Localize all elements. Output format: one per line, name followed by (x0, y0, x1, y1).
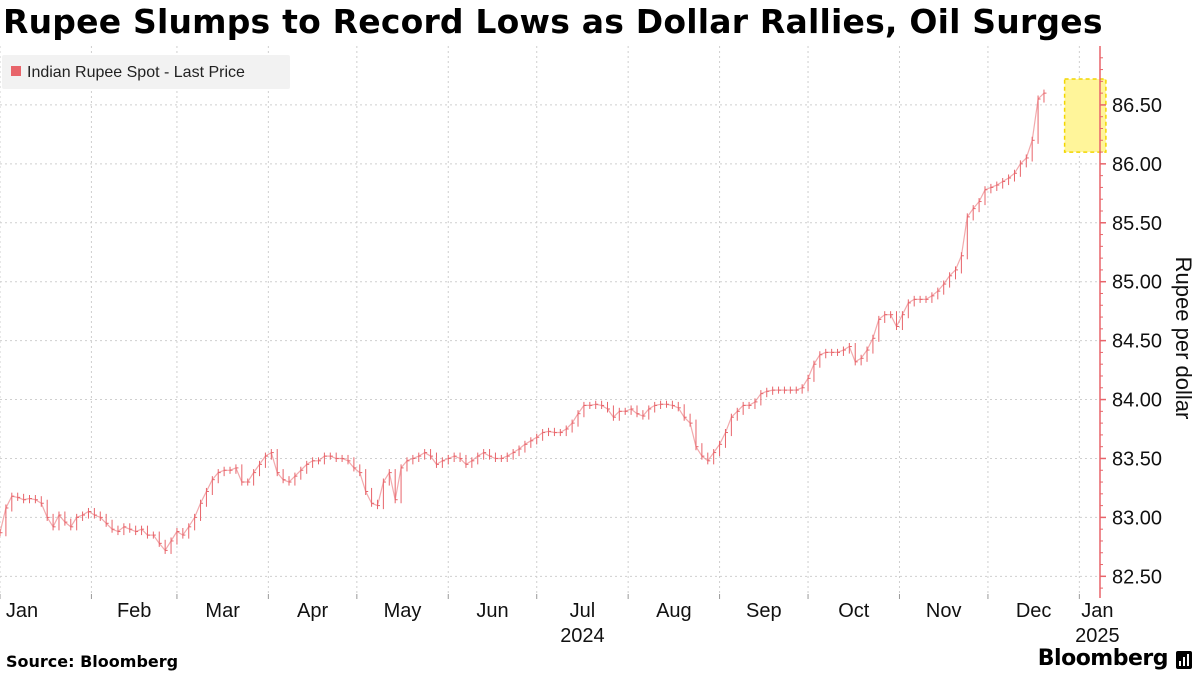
x-year-label: 2024 (560, 625, 605, 647)
x-tick-label: Jan (1081, 600, 1113, 622)
legend-swatch (11, 66, 21, 76)
y-tick-label: 86.50 (1112, 95, 1162, 117)
x-tick-label: Sep (746, 600, 782, 622)
chart-title: Rupee Slumps to Record Lows as Dollar Ra… (3, 2, 1103, 41)
grid-lines (0, 46, 1100, 594)
y-tick-label: 85.00 (1112, 272, 1162, 294)
y-tick-label: 85.50 (1112, 213, 1162, 235)
bloomberg-mark-icon (1176, 651, 1192, 669)
x-tick-label: Dec (1016, 600, 1052, 622)
x-axis: Jan Feb Mar Apr May Jun Jul Aug Sep Oct Nov Dec Jan 2… (0, 594, 1120, 647)
source-note: Source: Bloomberg (6, 652, 179, 671)
x-tick-label: Aug (656, 600, 692, 622)
y-tick-label: 83.00 (1112, 507, 1162, 529)
series-line (0, 92, 1045, 552)
x-tick-label: Nov (926, 600, 962, 622)
x-tick-label: May (384, 600, 422, 622)
legend-label: Indian Rupee Spot - Last Price (27, 64, 245, 81)
x-tick-label: Jul (570, 600, 596, 622)
x-tick-label: Feb (117, 600, 151, 622)
x-tick-label: Apr (297, 600, 328, 622)
legend: Indian Rupee Spot - Last Price (2, 55, 290, 89)
y-tick-label: 84.50 (1112, 331, 1162, 353)
y-tick-label: 83.50 (1112, 448, 1162, 470)
x-year-label: 2025 (1075, 625, 1120, 647)
x-tick-label: Mar (205, 600, 240, 622)
highlight-box (1063, 78, 1107, 153)
x-tick-label: Oct (838, 600, 870, 622)
y-axis: 82.50 83.00 83.50 84.00 84.50 85.00 85.50 86.00… (1099, 46, 1162, 598)
price-series (0, 89, 1047, 554)
bloomberg-logo: Bloomberg (1037, 646, 1169, 671)
y-tick-label: 84.00 (1112, 390, 1162, 412)
legend-box (2, 55, 290, 89)
y-axis-label: Rupee per dollar (1171, 257, 1196, 420)
x-tick-label: Jun (476, 600, 508, 622)
y-tick-label: 82.50 (1112, 566, 1162, 588)
y-tick-label: 86.00 (1112, 154, 1162, 176)
x-tick-label: Jan (6, 600, 38, 622)
